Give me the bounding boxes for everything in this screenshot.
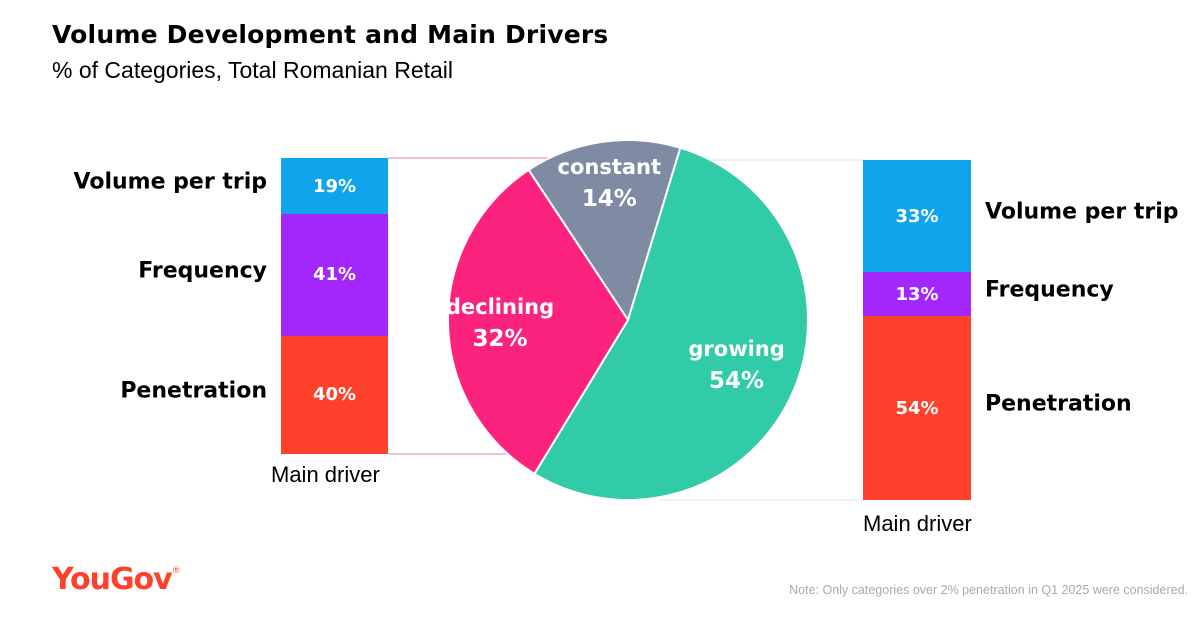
left-bar-segment-penetration: 40% (281, 335, 388, 454)
chart-title: Volume Development and Main Drivers (52, 20, 609, 49)
left-bar-segment-volume-per-trip: 19% (281, 158, 388, 215)
left-bar-value-frequency: 41% (312, 264, 357, 286)
pie-value-declining: 32% (472, 326, 527, 352)
pie-slice-declining (447, 168, 630, 476)
left-bar-segment-frequency: 41% (281, 214, 388, 336)
logo-registered-mark: ® (171, 566, 181, 576)
right-bar-segment-volume-per-trip: 33% (863, 160, 971, 273)
right-bar-value-penetration: 54% (895, 397, 939, 419)
right-bar-segment-frequency: 13% (863, 272, 971, 317)
left-bar-label-frequency: Frequency (138, 258, 267, 284)
left-bar-label-penetration: Penetration (120, 378, 267, 404)
footnote: Note: Only categories over 2% penetratio… (789, 583, 1188, 597)
right-bar-value-volume-per-trip: 33% (895, 205, 939, 227)
left-bar-label-volume-per-trip: Volume per trip (73, 169, 267, 195)
chart-subtitle: % of Categories, Total Romanian Retail (52, 57, 454, 83)
right-bar-caption: Main driver (863, 511, 972, 536)
right-bar-label-frequency: Frequency (985, 277, 1114, 303)
left-bar-value-penetration: 40% (312, 384, 357, 406)
pie-value-constant: 14% (582, 186, 637, 212)
pie-label-growing: growing (688, 337, 784, 361)
pie-slice-constant (527, 139, 682, 323)
pie-label-constant: constant (558, 155, 662, 179)
pie-value-growing: 54% (709, 368, 764, 394)
right-bar-value-frequency: 13% (895, 283, 939, 305)
right-bar-label-penetration: Penetration (985, 391, 1132, 417)
left-bar-caption: Main driver (271, 462, 380, 487)
pie-slice-growing (533, 146, 809, 501)
pie-label-declining: declining (446, 295, 554, 319)
left-bar-value-volume-per-trip: 19% (312, 175, 357, 197)
logo-text: YouGov (52, 562, 173, 597)
right-bar-segment-penetration: 54% (863, 316, 971, 500)
yougov-logo: YouGov® (52, 562, 181, 597)
right-bar-label-volume-per-trip: Volume per trip (985, 199, 1179, 225)
